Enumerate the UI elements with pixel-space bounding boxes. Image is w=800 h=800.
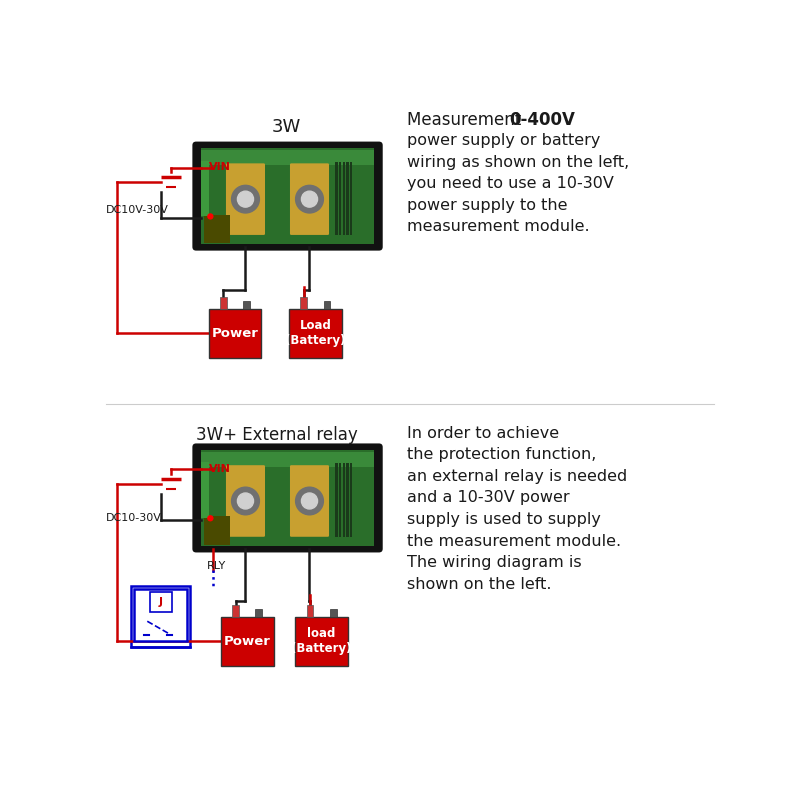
Bar (330, 609, 337, 617)
Bar (201, 150, 374, 165)
Bar (232, 606, 239, 617)
Bar (201, 462, 209, 518)
Text: J: J (159, 598, 163, 607)
Bar (346, 162, 349, 234)
Circle shape (295, 186, 323, 213)
Text: Load
(Battery): Load (Battery) (285, 319, 346, 347)
Bar (324, 301, 330, 309)
Bar (339, 463, 342, 537)
Bar (255, 609, 262, 617)
Bar (350, 162, 353, 234)
Text: 3W+ External relay: 3W+ External relay (196, 426, 358, 443)
Bar (201, 450, 374, 546)
Circle shape (231, 487, 259, 514)
Text: VIN: VIN (209, 162, 230, 172)
Bar (220, 298, 226, 309)
Circle shape (238, 191, 254, 207)
Bar (201, 452, 374, 467)
Text: RLY: RLY (207, 561, 226, 571)
Text: DC10-30V: DC10-30V (106, 513, 162, 523)
Text: load
(Battery): load (Battery) (291, 627, 352, 655)
Bar (346, 463, 349, 537)
Bar (204, 214, 230, 243)
Bar (335, 162, 338, 234)
Circle shape (208, 516, 213, 521)
Circle shape (302, 493, 318, 509)
Circle shape (302, 191, 318, 207)
FancyBboxPatch shape (290, 163, 329, 235)
Bar (342, 463, 345, 537)
Circle shape (238, 493, 254, 509)
Bar (243, 301, 250, 309)
Bar (342, 162, 345, 234)
Text: 0-400V: 0-400V (510, 111, 575, 130)
Text: VIN: VIN (209, 464, 230, 474)
FancyBboxPatch shape (134, 589, 187, 641)
FancyBboxPatch shape (290, 465, 329, 537)
Bar (204, 516, 230, 545)
FancyBboxPatch shape (226, 465, 265, 537)
Text: Power: Power (224, 634, 270, 648)
FancyBboxPatch shape (226, 163, 265, 235)
FancyBboxPatch shape (295, 617, 348, 666)
FancyBboxPatch shape (150, 593, 172, 612)
Circle shape (295, 487, 323, 514)
Bar (350, 463, 353, 537)
Bar (339, 162, 342, 234)
Text: In order to achieve
the protection function,
an external relay is needed
and a 1: In order to achieve the protection funct… (407, 426, 627, 592)
Circle shape (208, 214, 213, 219)
FancyBboxPatch shape (209, 309, 262, 358)
FancyBboxPatch shape (192, 142, 382, 250)
Circle shape (231, 186, 259, 213)
FancyBboxPatch shape (221, 617, 274, 666)
Text: Power: Power (211, 326, 258, 340)
Bar (335, 463, 338, 537)
Text: power supply or battery
wiring as shown on the left,
you need to use a 10-30V
po: power supply or battery wiring as shown … (407, 133, 629, 234)
Text: Measurement: Measurement (407, 111, 532, 130)
Bar (201, 148, 374, 245)
FancyBboxPatch shape (289, 309, 342, 358)
Bar (306, 606, 314, 617)
Text: DC10V-30V: DC10V-30V (106, 205, 169, 215)
FancyBboxPatch shape (192, 443, 382, 553)
Text: 3W: 3W (271, 118, 301, 135)
Bar (301, 298, 307, 309)
Bar (201, 161, 209, 217)
